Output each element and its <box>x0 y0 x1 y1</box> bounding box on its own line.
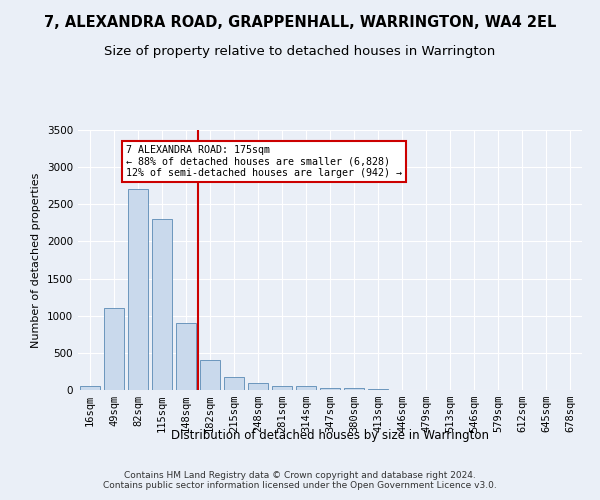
Text: 7, ALEXANDRA ROAD, GRAPPENHALL, WARRINGTON, WA4 2EL: 7, ALEXANDRA ROAD, GRAPPENHALL, WARRINGT… <box>44 15 556 30</box>
Text: 7 ALEXANDRA ROAD: 175sqm
← 88% of detached houses are smaller (6,828)
12% of sem: 7 ALEXANDRA ROAD: 175sqm ← 88% of detach… <box>126 145 402 178</box>
Bar <box>248 382 268 390</box>
Bar <box>128 190 148 390</box>
Bar <box>224 377 244 390</box>
Bar <box>368 388 388 390</box>
Bar <box>296 386 316 390</box>
Text: Contains HM Land Registry data © Crown copyright and database right 2024.
Contai: Contains HM Land Registry data © Crown c… <box>103 470 497 490</box>
Bar <box>104 308 124 390</box>
Bar <box>200 360 220 390</box>
Bar <box>176 323 196 390</box>
Text: Distribution of detached houses by size in Warrington: Distribution of detached houses by size … <box>171 428 489 442</box>
Text: Size of property relative to detached houses in Warrington: Size of property relative to detached ho… <box>104 45 496 58</box>
Y-axis label: Number of detached properties: Number of detached properties <box>31 172 41 348</box>
Bar <box>320 388 340 390</box>
Bar <box>152 219 172 390</box>
Bar <box>344 388 364 390</box>
Bar <box>80 386 100 390</box>
Bar <box>272 386 292 390</box>
